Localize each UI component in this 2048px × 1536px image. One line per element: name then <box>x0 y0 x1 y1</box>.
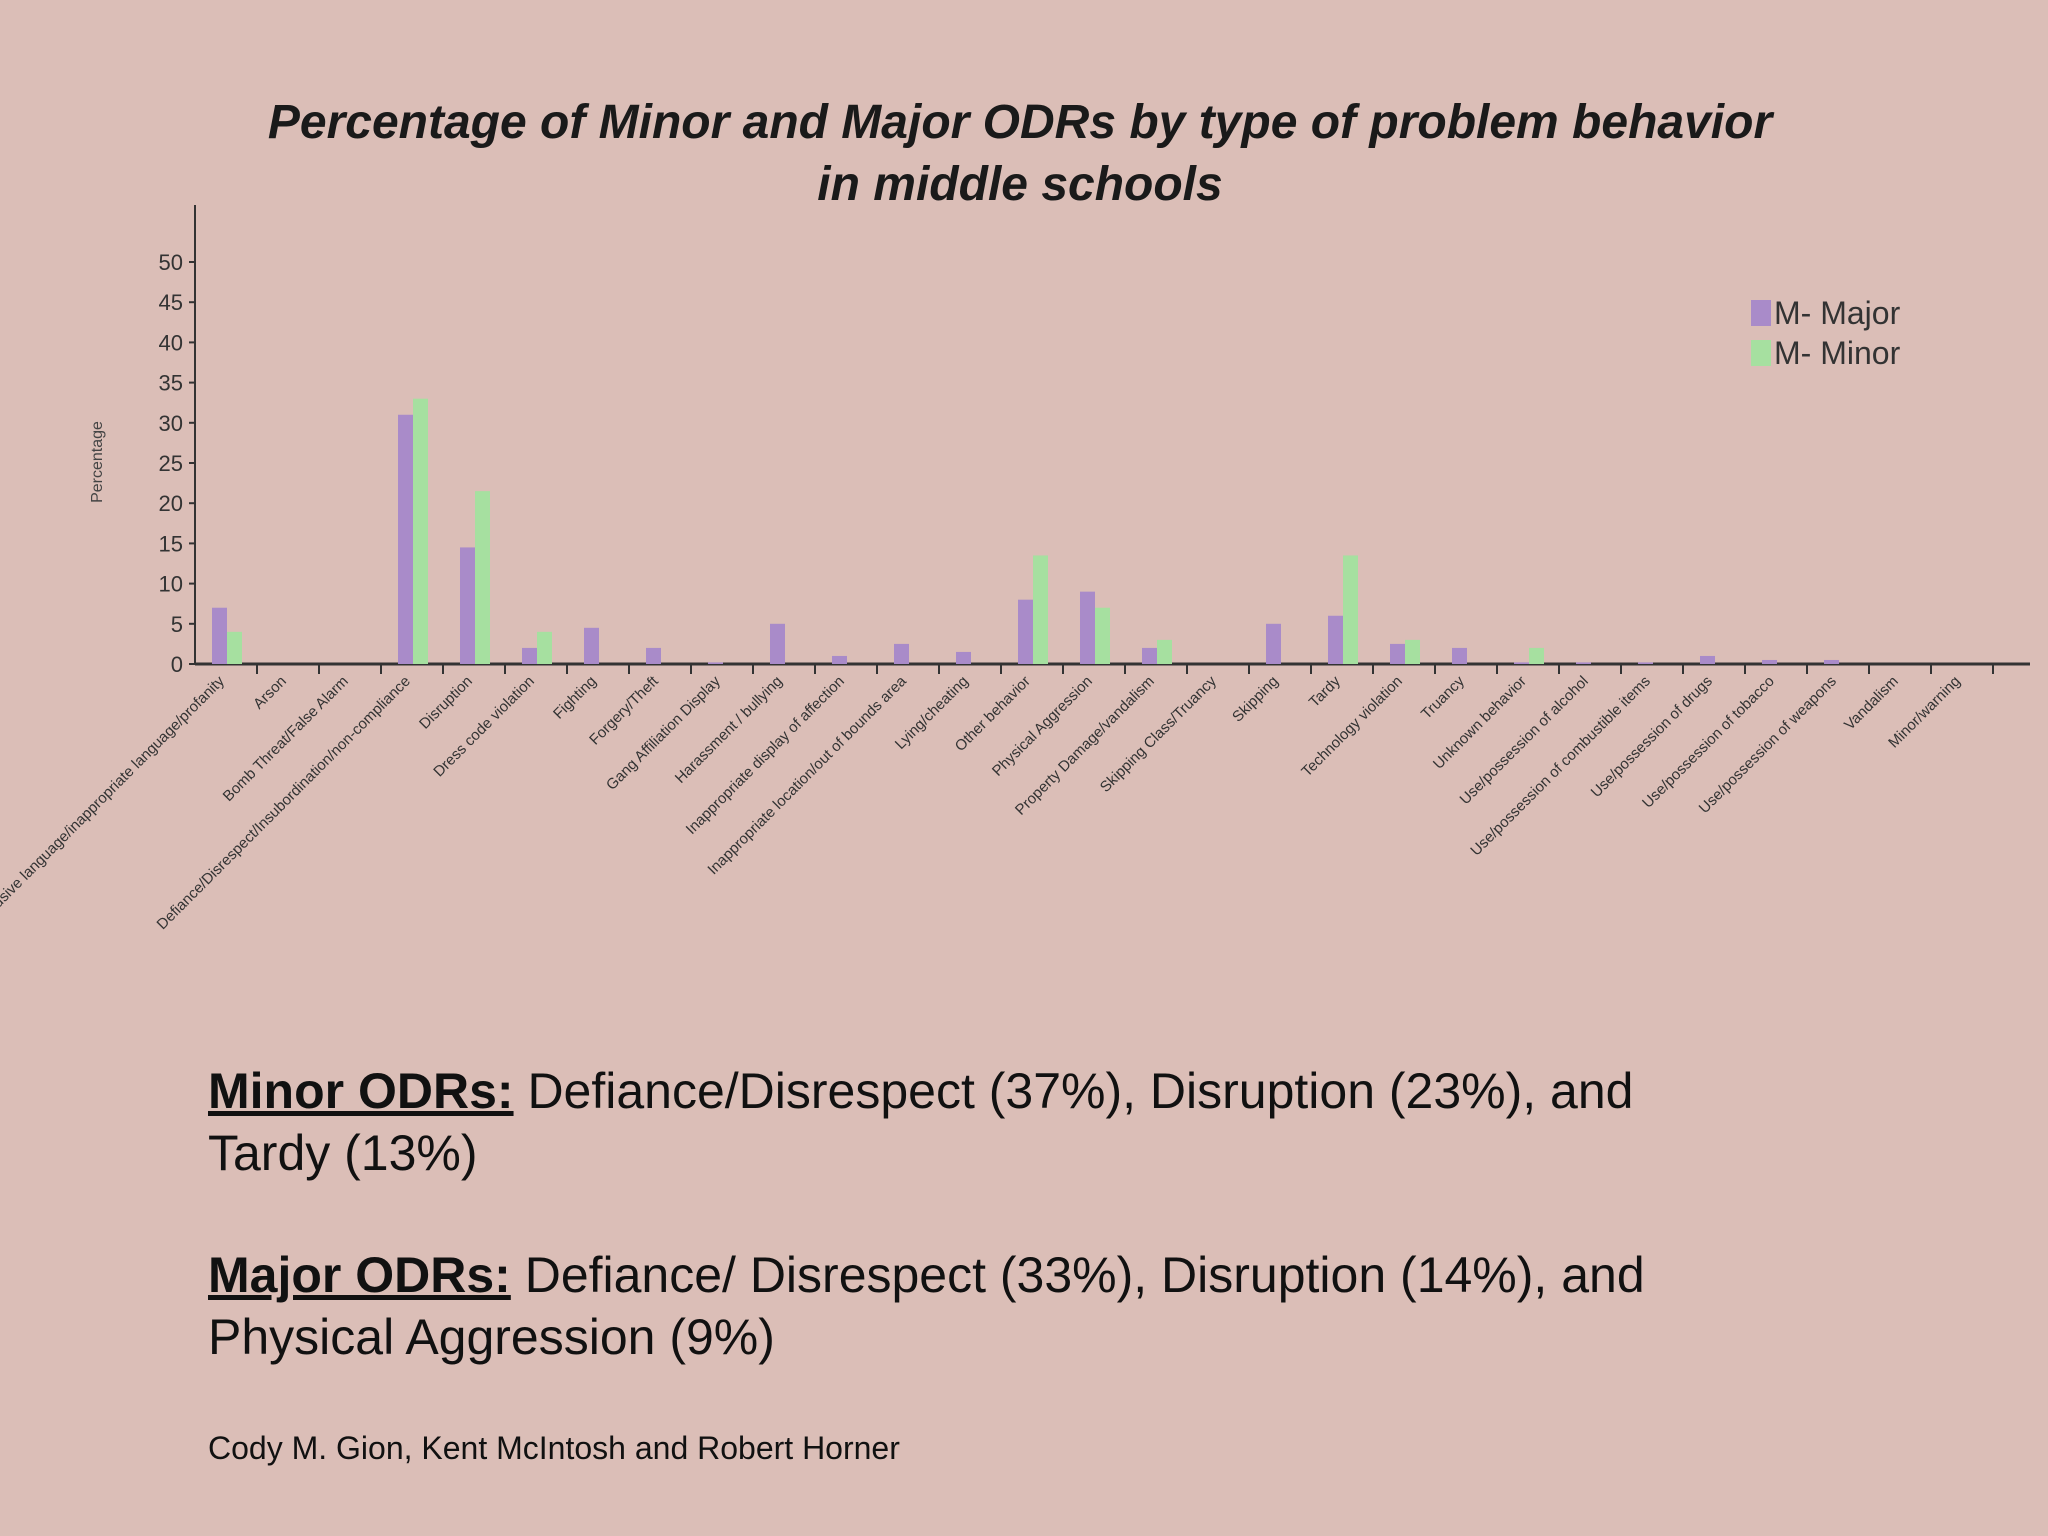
bar-major <box>522 647 537 664</box>
chart-title-line-2: in middle schools <box>817 158 1223 211</box>
bar-minor <box>1405 639 1420 664</box>
bar-minor <box>227 631 242 664</box>
bar-major <box>646 647 661 664</box>
bar-major <box>894 643 909 664</box>
minor-odrs-label: Minor ODRs: <box>208 1063 514 1119</box>
bar-major <box>1266 623 1281 664</box>
legend-label: M- Minor <box>1774 335 1901 371</box>
major-odrs-summary: Major ODRs: Defiance/ Disrespect (33%), … <box>208 1244 1768 1368</box>
y-tick-label: 30 <box>159 411 183 436</box>
bar-minor <box>1157 639 1172 664</box>
minor-odrs-text: Defiance/Disrespect (37%), Disruption (2… <box>208 1063 1634 1181</box>
major-odrs-label: Major ODRs: <box>208 1247 511 1303</box>
x-tick-label: Truancy <box>1418 672 1468 722</box>
bar-major <box>1018 599 1033 664</box>
bar-major <box>832 655 847 664</box>
bar-major <box>1452 647 1467 664</box>
bar-minor <box>537 631 552 664</box>
bar-major <box>1142 647 1157 664</box>
x-tick-label: Bomb Threat/False Alarm <box>220 673 352 805</box>
x-tick-label: Gang Affiliation Display <box>603 672 724 793</box>
y-tick-label: 10 <box>159 572 183 597</box>
y-tick-label: 5 <box>171 612 183 637</box>
bar-minor <box>475 491 490 664</box>
bar-minor <box>1095 607 1110 664</box>
y-tick-label: 40 <box>159 330 183 355</box>
x-tick-label: Harassment / bullying <box>672 673 786 787</box>
bar-major <box>770 623 785 664</box>
bar-major <box>1328 615 1343 664</box>
bar-minor <box>1033 555 1048 664</box>
x-tick-label: Use/possession of alcohol <box>1457 673 1592 808</box>
bar-major <box>1576 662 1591 664</box>
bar-major <box>212 607 227 664</box>
bar-major <box>708 662 723 664</box>
y-tick-label: 15 <box>159 531 183 556</box>
y-tick-label: 20 <box>159 491 183 516</box>
y-tick-label: 0 <box>171 652 183 677</box>
y-tick-label: 25 <box>159 451 183 476</box>
x-tick-label: Fighting <box>550 673 600 723</box>
bar-major <box>1762 659 1777 664</box>
legend-label: M- Major <box>1774 295 1901 331</box>
author-credit: Cody M. Gion, Kent McIntosh and Robert H… <box>208 1430 900 1466</box>
major-odrs-text: Defiance/ Disrespect (33%), Disruption (… <box>208 1247 1645 1365</box>
bar-minor <box>1529 647 1544 664</box>
bar-major <box>398 414 413 664</box>
y-tick-label: 45 <box>159 290 183 315</box>
x-tick-label: Vandalism <box>1841 673 1902 734</box>
bar-minor <box>1343 555 1358 664</box>
x-tick-label: Disruption <box>416 673 476 733</box>
chart-title-line-1: Percentage of Minor and Major ODRs by ty… <box>267 96 1773 149</box>
bar-minor <box>413 398 428 664</box>
y-tick-label: 50 <box>159 250 183 275</box>
bar-major <box>1824 659 1839 664</box>
bar-major <box>956 651 971 664</box>
bar-major <box>584 627 599 664</box>
y-tick-label: 35 <box>159 371 183 396</box>
minor-odrs-summary: Minor ODRs: Defiance/Disrespect (37%), D… <box>208 1060 1768 1184</box>
x-tick-label: Skipping <box>1229 673 1282 726</box>
x-tick-label: Skipping Class/Truancy <box>1097 672 1220 795</box>
bar-major <box>1080 591 1095 664</box>
chart-title: Percentage of Minor and Major ODRs by ty… <box>200 92 1840 216</box>
x-tick-label: Arson <box>250 673 290 713</box>
legend-swatch <box>1751 340 1771 366</box>
bar-major <box>1700 655 1715 664</box>
bar-major <box>460 547 475 664</box>
x-tick-label: Use/possession of tobacco <box>1639 673 1778 812</box>
bar-major <box>1638 662 1653 664</box>
legend-swatch <box>1751 300 1771 326</box>
bar-major <box>1390 643 1405 664</box>
y-axis-label: Percentage <box>89 421 106 503</box>
x-tick-label: Tardy <box>1306 672 1344 710</box>
bar-major <box>1514 662 1529 664</box>
x-tick-label: Use/possession of drugs <box>1588 673 1716 801</box>
